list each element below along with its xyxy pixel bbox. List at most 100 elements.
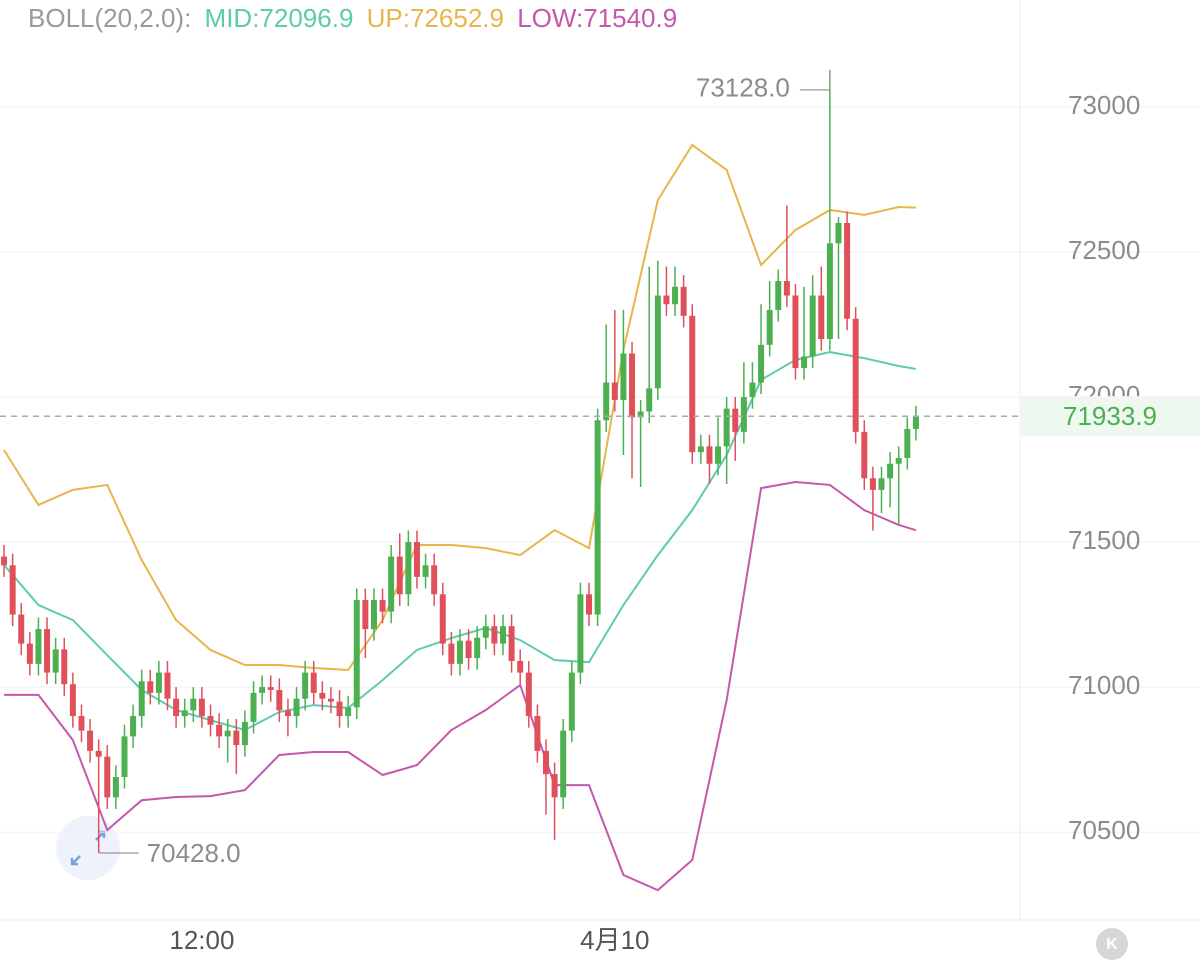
candle-body [603, 382, 610, 421]
max-marker-label: 73128.0 [696, 73, 790, 103]
candle-body [844, 223, 851, 319]
candle-body [138, 681, 145, 717]
candle-body [147, 681, 154, 693]
candle-body [52, 649, 59, 673]
candle-body [482, 626, 489, 638]
candle-body [680, 286, 687, 316]
candle-body [198, 698, 205, 717]
candle-body [250, 692, 257, 722]
candle-body [577, 594, 584, 673]
candle-body [319, 692, 326, 699]
candle-body [732, 408, 739, 432]
candle-body [904, 428, 911, 458]
candle-body [181, 710, 188, 717]
candle-body [104, 756, 111, 798]
candle-body [207, 716, 214, 725]
candle-body [689, 315, 696, 453]
candle-body [78, 716, 85, 731]
candle-body [801, 356, 808, 369]
candle-body [224, 730, 231, 737]
candle-body [912, 416, 919, 429]
candle-body [809, 295, 816, 357]
min-marker-label: 70428.0 [147, 838, 241, 868]
candle-body [706, 446, 713, 464]
candle-body [646, 388, 653, 412]
candle-body [594, 420, 601, 615]
candle-body [783, 281, 790, 296]
candle-body [190, 698, 197, 711]
candle-body [852, 318, 859, 432]
candle-body [370, 600, 377, 630]
candle-body [1, 556, 8, 566]
candle-body [611, 382, 618, 400]
candle-body [474, 637, 481, 659]
candle-body [697, 446, 704, 453]
candle-body [508, 626, 515, 661]
candle-body [835, 223, 842, 244]
y-tick-label: 72500 [1068, 235, 1140, 265]
candle-body [456, 640, 463, 664]
candle-body [439, 594, 446, 644]
x-tick-label: 4月10 [580, 925, 649, 955]
candle-body [69, 684, 76, 717]
expand-icon [70, 830, 106, 866]
y-tick-label: 71500 [1068, 525, 1140, 555]
candle-body [112, 777, 119, 798]
expand-button[interactable] [56, 816, 120, 880]
candle-body [345, 707, 352, 717]
low-label: LOW:71540.9 [517, 3, 677, 33]
candle-body [362, 600, 369, 630]
candle-body [672, 286, 679, 305]
candle-body [422, 565, 429, 577]
candle-body [517, 660, 524, 673]
candle-body [121, 736, 128, 778]
candle-body [87, 730, 94, 751]
candle-body [396, 556, 403, 595]
candle-body [629, 353, 636, 418]
candle-body [749, 382, 756, 398]
candle-body [723, 408, 730, 447]
candle-body [543, 750, 550, 775]
y-tick-label: 71000 [1068, 670, 1140, 700]
candle-body [534, 716, 541, 751]
candle-body [663, 295, 670, 305]
candle-body [267, 687, 274, 690]
up-label: UP:72652.9 [367, 3, 504, 33]
k-button-label[interactable]: K [1106, 936, 1118, 953]
candle-body [130, 716, 137, 737]
candle-body [431, 565, 438, 595]
indicator-header: BOLL(20,2.0): MID:72096.9 UP:72652.9 LOW… [28, 3, 677, 33]
candle-body [499, 626, 506, 644]
candle-body [792, 295, 799, 369]
candle-body [405, 542, 412, 595]
indicator-label: BOLL(20,2.0): [28, 3, 191, 33]
x-tick-label: 12:00 [169, 925, 234, 955]
candle-body [293, 698, 300, 717]
candle-body [26, 643, 33, 664]
candle-body [465, 640, 472, 659]
candle-body [284, 710, 291, 717]
max-marker-line [799, 69, 831, 91]
candle-body [388, 556, 395, 612]
last-price-label: 71933.9 [1063, 401, 1157, 431]
candle-body [637, 411, 644, 418]
candle-body [826, 243, 833, 340]
candle-body [740, 397, 747, 432]
candle-body [241, 721, 248, 746]
candle-body [654, 295, 661, 389]
candle-body [551, 774, 558, 798]
candle-body [95, 750, 102, 757]
mid-label: MID:72096.9 [205, 3, 354, 33]
candle-body [586, 594, 593, 615]
candle-body [164, 672, 171, 699]
candle-body [9, 565, 16, 615]
k-button[interactable] [1096, 928, 1128, 960]
candle-body [869, 478, 876, 490]
candle-body [216, 724, 223, 737]
candle-body [336, 701, 343, 717]
y-tick-label: 73000 [1068, 90, 1140, 120]
candle-body [44, 629, 51, 673]
candle-body [310, 672, 317, 693]
candle-body [276, 689, 283, 711]
